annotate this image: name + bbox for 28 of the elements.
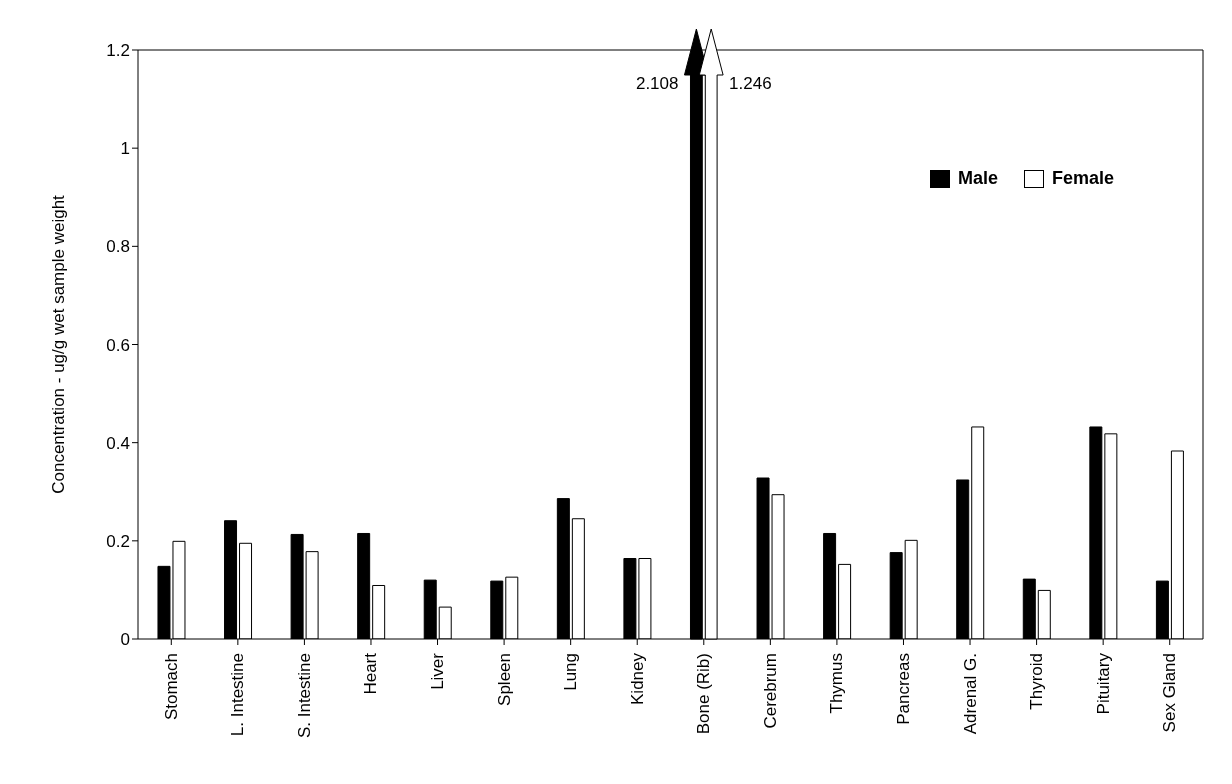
y-tick-label: 0.8 xyxy=(106,237,130,257)
x-tick-label: Stomach xyxy=(161,653,181,721)
x-tick-label: Cerebrum xyxy=(760,653,780,729)
y-tick-label: 0.4 xyxy=(106,433,130,453)
x-tick-label: Adrenal G. xyxy=(960,653,980,735)
legend-label: Female xyxy=(1050,168,1114,189)
x-tick-label: Sex Gland xyxy=(1160,653,1180,733)
y-tick-label: 1 xyxy=(120,139,130,159)
x-tick-label: S. Intestine xyxy=(294,653,314,739)
x-tick-label: Spleen xyxy=(494,653,514,706)
y-tick-label: 0.2 xyxy=(106,531,130,551)
x-tick-label: Bone (Rib) xyxy=(694,653,714,735)
y-tick-label: 0 xyxy=(120,630,130,650)
y-tick-label: 0.6 xyxy=(106,335,130,355)
annotation: 1.246 xyxy=(729,74,772,93)
x-tick-label: L. Intestine xyxy=(228,653,248,737)
y-tick-label: 1.2 xyxy=(106,41,130,61)
x-tick-label: Thyroid xyxy=(1027,653,1047,710)
x-tick-label: Pancreas xyxy=(893,653,913,725)
x-tick-label: Thymus xyxy=(827,653,847,714)
x-tick-label: Lung xyxy=(561,653,581,691)
y-axis-title: Concentration - ug/g wet sample weight xyxy=(49,194,69,494)
x-tick-label: Pituitary xyxy=(1093,652,1113,715)
x-tick-label: Kidney xyxy=(627,652,647,705)
x-tick-label: Heart xyxy=(361,652,381,695)
legend-label: Male xyxy=(956,168,998,189)
annotation: 2.108 xyxy=(635,74,679,93)
x-tick-label: Liver xyxy=(428,652,448,690)
